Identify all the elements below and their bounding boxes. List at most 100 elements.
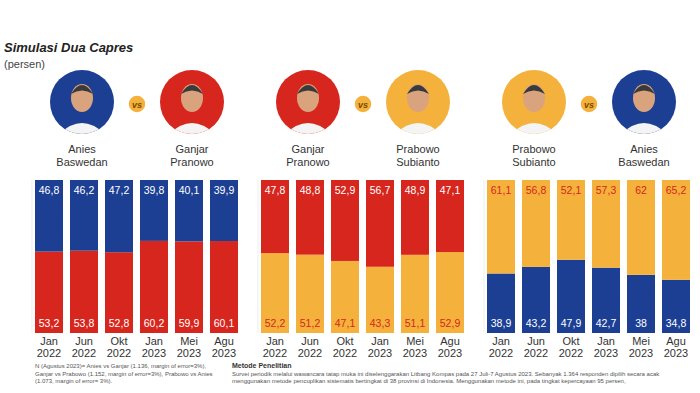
chart-canvas: AniesBaswedanGanjarPranowovs53,246,853,8…	[0, 0, 700, 393]
data-label: 56,7	[370, 184, 391, 196]
candidate-photo	[160, 70, 224, 142]
data-label: 46,8	[39, 184, 60, 196]
data-label: 62	[635, 184, 647, 196]
bar-segment	[70, 251, 98, 333]
photo-hair	[407, 85, 429, 94]
subtitle: (persen)	[4, 58, 45, 70]
photo-shirt	[162, 123, 222, 142]
photo-hair	[523, 85, 545, 94]
photo-face	[633, 84, 655, 112]
data-label: 53,8	[74, 317, 95, 329]
y-axis-line	[32, 180, 33, 333]
bar-segment	[70, 180, 98, 251]
data-labels: 53,246,853,846,252,847,260,239,859,940,1…	[39, 184, 235, 329]
x-tick-label: Mei2023	[403, 335, 427, 359]
photo-face	[523, 84, 545, 112]
x-tick-label: Jan2023	[368, 335, 392, 359]
bar-segment	[140, 180, 168, 241]
data-label: 52,2	[265, 317, 286, 329]
vs-label: vs	[132, 100, 142, 110]
bar-segment	[331, 261, 359, 333]
bar-segment	[592, 268, 620, 333]
x-tick-label: Mei2023	[629, 335, 653, 359]
bar-segment	[366, 267, 394, 333]
vs-badge: vs	[354, 95, 372, 113]
bar-segment	[436, 252, 464, 333]
bar-segment	[487, 180, 515, 273]
bar-segment	[331, 180, 359, 261]
bars	[35, 180, 238, 333]
candidate-name: AniesBaswedan	[56, 143, 107, 168]
method-title: Metode Penelitian	[232, 362, 292, 369]
data-label: 52,9	[440, 317, 461, 329]
photo-face	[71, 84, 93, 112]
photo-face	[407, 84, 429, 112]
title: Simulasi Dua Capres	[4, 40, 133, 55]
x-tick-label: Agu2023	[212, 335, 236, 359]
bar-segment	[105, 252, 133, 333]
data-label: 42,7	[596, 317, 617, 329]
x-tick-label: Jun2022	[298, 335, 322, 359]
candidate-photo	[502, 70, 566, 142]
data-label: 38	[635, 317, 647, 329]
candidate-photo	[50, 70, 114, 142]
bars	[487, 180, 690, 333]
bar-segment	[175, 241, 203, 333]
photo-hair	[181, 85, 203, 94]
photo-hair	[633, 85, 655, 94]
data-label: 61,1	[491, 184, 512, 196]
x-tick-label: Agu2023	[664, 335, 688, 359]
candidate-name: GanjarPranowo	[286, 143, 329, 168]
method-text: Survei periodik melalui wawancara tatap …	[232, 371, 694, 385]
data-label: 52,8	[109, 317, 130, 329]
photo-shirt	[278, 123, 338, 142]
bar-segment	[105, 180, 133, 252]
bar-segment	[366, 180, 394, 267]
candidate-name: GanjarPranowo	[170, 143, 213, 168]
data-label: 52,1	[561, 184, 582, 196]
bar-segment	[140, 241, 168, 333]
photo-face	[297, 84, 319, 112]
photo-shirt	[504, 123, 564, 142]
vs-label: vs	[584, 100, 594, 110]
bar-segment	[35, 252, 63, 333]
x-tick-label: Agu2023	[438, 335, 462, 359]
y-axis-line	[258, 180, 259, 333]
data-label: 39,9	[214, 184, 235, 196]
bar-segment	[592, 180, 620, 268]
candidate-name: PrabowoSubianto	[396, 143, 439, 168]
bar-segment	[296, 255, 324, 333]
data-label: 48,8	[300, 184, 321, 196]
x-tick-label: Okt2022	[559, 335, 583, 359]
bar-segment	[35, 180, 63, 252]
data-label: 60,1	[214, 317, 235, 329]
data-label: 43,2	[526, 317, 547, 329]
data-labels: 38,961,143,256,847,952,142,757,3386234,8…	[491, 184, 687, 329]
data-label: 57,3	[596, 184, 617, 196]
x-tick-label: Jan2022	[263, 335, 287, 359]
data-label: 60,2	[144, 317, 165, 329]
data-label: 47,2	[109, 184, 130, 196]
bar-segment	[401, 255, 429, 333]
x-tick-label: Jan2022	[489, 335, 513, 359]
bar-segment	[522, 180, 550, 267]
data-label: 51,2	[300, 317, 321, 329]
bar-segment	[296, 180, 324, 255]
bar-segment	[522, 267, 550, 333]
bar-segment	[627, 275, 655, 333]
data-label: 47,1	[440, 184, 461, 196]
photo-hair	[297, 85, 319, 94]
data-label: 34,8	[666, 317, 687, 329]
x-tick-label: Okt2022	[333, 335, 357, 359]
candidate-photo	[276, 70, 340, 142]
data-label: 65,2	[666, 184, 687, 196]
bar-segment	[662, 280, 690, 333]
data-label: 40,1	[179, 184, 200, 196]
photo-shirt	[52, 123, 112, 142]
vs-badge: vs	[128, 95, 146, 113]
data-label: 47,8	[265, 184, 286, 196]
data-labels: 52,247,851,248,847,152,943,356,751,148,9…	[265, 184, 461, 329]
bar-segment	[436, 180, 464, 252]
x-tick-label: Okt2022	[107, 335, 131, 359]
bar-segment	[557, 260, 585, 333]
